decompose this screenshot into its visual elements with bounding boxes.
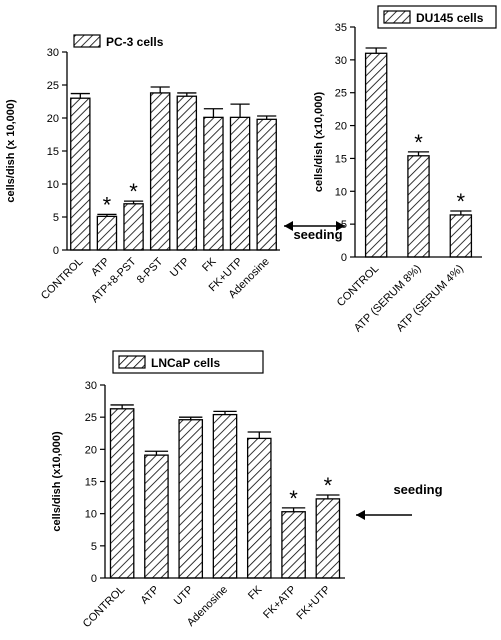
y-axis-label: cells/dish (x10,000) bbox=[51, 431, 63, 532]
bar bbox=[149, 92, 171, 251]
error-bar bbox=[97, 213, 117, 217]
bar bbox=[176, 95, 198, 251]
y-tick-label: 30 bbox=[335, 55, 347, 67]
legend-label: LNCaP cells bbox=[151, 356, 220, 370]
bar bbox=[144, 454, 169, 579]
bar bbox=[178, 419, 204, 579]
arrow-head bbox=[284, 221, 293, 231]
y-tick-label: 20 bbox=[85, 444, 97, 456]
error-bar bbox=[316, 494, 340, 499]
annotation: seeding bbox=[293, 227, 342, 242]
bar bbox=[96, 215, 118, 251]
y-tick-label: 15 bbox=[85, 477, 97, 489]
arrow-head bbox=[336, 221, 345, 231]
y-tick-label: 10 bbox=[47, 179, 59, 191]
significance-marker: * bbox=[289, 486, 298, 511]
bar bbox=[364, 52, 388, 258]
legend-box bbox=[112, 350, 264, 374]
bar bbox=[212, 413, 238, 579]
significance-marker: * bbox=[414, 130, 423, 155]
bar bbox=[281, 511, 306, 579]
error-bar bbox=[450, 210, 472, 215]
y-tick-label: 25 bbox=[85, 412, 97, 424]
bar bbox=[449, 214, 473, 258]
y-tick-label: 35 bbox=[335, 22, 347, 34]
x-tick-label: 8-PST bbox=[135, 255, 166, 286]
error-bar bbox=[123, 200, 144, 204]
legend-label: PC-3 cells bbox=[106, 35, 164, 49]
y-tick-label: 0 bbox=[341, 252, 347, 264]
bar bbox=[70, 97, 91, 251]
error-bar bbox=[365, 47, 387, 54]
x-tick-label: ATP bbox=[139, 584, 162, 607]
y-tick-label: 5 bbox=[341, 219, 347, 231]
y-axis-label: cells/dish (x10,000) bbox=[313, 92, 325, 193]
y-tick-label: 20 bbox=[47, 113, 59, 125]
y-tick-label: 0 bbox=[53, 245, 59, 257]
x-tick-label: FK bbox=[200, 255, 219, 274]
x-tick-label: UTP bbox=[168, 256, 192, 280]
error-bar bbox=[257, 115, 277, 120]
legend-label: DU145 cells bbox=[416, 11, 484, 25]
arrow-head bbox=[356, 510, 365, 520]
legend-box bbox=[377, 5, 497, 29]
error-bar bbox=[179, 416, 203, 420]
y-tick-label: 10 bbox=[335, 186, 347, 198]
error-bar bbox=[230, 103, 250, 118]
x-tick-label: FK bbox=[246, 583, 265, 602]
y-tick-label: 25 bbox=[47, 80, 59, 92]
legend-swatch bbox=[118, 355, 146, 369]
y-tick-label: 5 bbox=[91, 541, 97, 553]
bar bbox=[123, 203, 144, 251]
annotation: seeding bbox=[393, 482, 442, 497]
y-tick-label: 30 bbox=[47, 47, 59, 59]
significance-marker: * bbox=[324, 473, 333, 498]
x-tick-label: CONTROL bbox=[81, 584, 128, 631]
x-tick-label: FK+UTP bbox=[294, 584, 333, 623]
error-bar bbox=[247, 431, 271, 439]
significance-marker: * bbox=[457, 189, 466, 214]
error-bar bbox=[407, 151, 430, 156]
legend-swatch bbox=[383, 10, 411, 24]
x-tick-label: ATP bbox=[89, 256, 112, 279]
error-bar bbox=[150, 86, 170, 93]
y-tick-label: 5 bbox=[53, 212, 59, 224]
error-bar bbox=[110, 404, 134, 409]
bar bbox=[256, 118, 277, 251]
bar bbox=[229, 116, 251, 251]
bar bbox=[246, 437, 272, 579]
error-bar bbox=[70, 92, 90, 99]
bar bbox=[315, 498, 341, 579]
legend-swatch bbox=[73, 34, 101, 48]
error-bar bbox=[203, 108, 224, 118]
y-tick-label: 15 bbox=[335, 153, 347, 165]
x-tick-label: FK+ATP bbox=[261, 584, 299, 622]
bar bbox=[407, 155, 430, 258]
error-bar bbox=[281, 507, 306, 512]
x-tick-label: CONTROL bbox=[39, 256, 86, 303]
error-bar bbox=[213, 410, 237, 415]
y-tick-label: 15 bbox=[47, 146, 59, 158]
y-tick-label: 20 bbox=[335, 121, 347, 133]
y-tick-label: 10 bbox=[85, 509, 97, 521]
x-tick-label: UTP bbox=[172, 584, 196, 608]
y-tick-label: 0 bbox=[91, 573, 97, 585]
bar bbox=[203, 116, 224, 251]
y-axis-label: cells/dish (x 10,000) bbox=[5, 99, 17, 203]
error-bar bbox=[177, 92, 197, 97]
error-bar bbox=[144, 450, 169, 456]
significance-marker: * bbox=[103, 192, 112, 217]
bar bbox=[109, 408, 135, 579]
significance-marker: * bbox=[129, 179, 138, 204]
y-tick-label: 25 bbox=[335, 88, 347, 100]
y-tick-label: 30 bbox=[85, 380, 97, 392]
